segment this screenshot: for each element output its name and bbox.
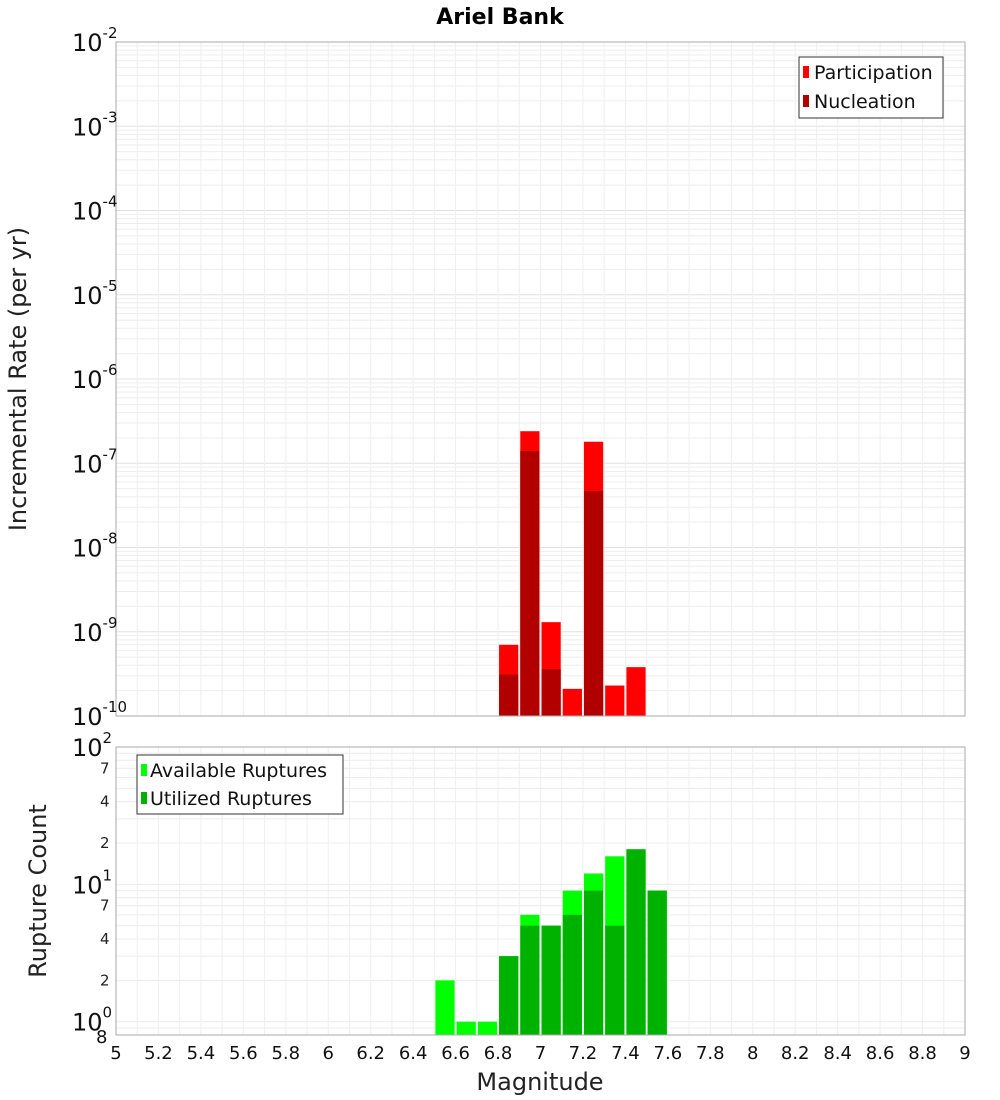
top-y-tick-label: 10-9 (72, 614, 118, 647)
bottom-y-tick-label: 100 (72, 1004, 112, 1037)
participation-bar (605, 685, 625, 716)
chart-title: Ariel Bank (436, 5, 565, 30)
bottom-y-tick-label: 4 (100, 793, 110, 811)
bottom-legend: Available Ruptures Utilized Ruptures (136, 754, 344, 815)
bottom-plot-border (115, 746, 966, 1036)
x-tick-label: 5.6 (229, 1043, 258, 1064)
x-axis-label: Magnitude (476, 1068, 603, 1096)
x-tick-label: 7 (535, 1043, 546, 1064)
x-tick-label: 6 (323, 1043, 334, 1064)
top-legend: Participation Nucleation (798, 56, 944, 119)
nucleation-bar (583, 490, 604, 716)
x-tick-label: 5.4 (187, 1043, 216, 1064)
x-tick-label: 8 (747, 1043, 758, 1064)
x-tick-label: 6.2 (356, 1043, 385, 1064)
x-tick-label: 8.2 (781, 1043, 810, 1064)
utilized-ruptures-bar (626, 849, 646, 1035)
x-tick-label: 5.2 (144, 1043, 173, 1064)
bottom-y-tick-label: 4 (100, 930, 110, 948)
available-ruptures-bar (477, 1021, 498, 1035)
legend-swatch-utilized (141, 792, 147, 804)
x-tick-label: 9 (959, 1043, 970, 1064)
bottom-y-tick-label: 101 (72, 866, 112, 899)
x-tick-label: 6.8 (484, 1043, 513, 1064)
top-panel: 10-2 10-3 10-4 10-5 10-6 10-7 10-8 10-9 10-10 In… (4, 24, 966, 731)
available-ruptures-bar (456, 1021, 476, 1035)
utilized-ruptures-bar (562, 914, 582, 1035)
available-ruptures-bar (435, 980, 455, 1035)
bottom-y-tick-label: 2 (100, 834, 110, 852)
bottom-y-tick-label: 7 (100, 759, 110, 777)
top-y-tick-label: 10-3 (72, 108, 118, 141)
utilized-ruptures-bar (647, 890, 667, 1035)
top-y-tick-label: 10-6 (72, 361, 118, 394)
legend-swatch-nucleation (803, 95, 809, 107)
nucleation-bar (541, 669, 561, 716)
utilized-ruptures-bar (541, 925, 561, 1035)
utilized-ruptures-bar (583, 890, 604, 1035)
nucleation-bar (520, 450, 540, 716)
x-tick-label: 7.8 (696, 1043, 725, 1064)
x-tick-label: 7.4 (611, 1043, 640, 1064)
x-tick-label: 8.4 (823, 1043, 852, 1064)
top-y-tick-label: 10-4 (72, 193, 118, 226)
legend-swatch-available (141, 764, 147, 776)
x-tick-label: 5.8 (271, 1043, 300, 1064)
top-y-tick-label: 10-10 (72, 698, 127, 731)
legend-swatch-participation (803, 66, 809, 78)
top-y-tick-labels: 10-2 10-3 10-4 10-5 10-6 10-7 10-8 10-9 10-10 (72, 24, 127, 731)
bottom-y-tick-label: 8 (96, 1027, 107, 1048)
x-tick-label: 8.6 (866, 1043, 895, 1064)
legend-label-participation: Participation (814, 62, 933, 84)
bottom-y-tick-label: 7 (100, 897, 110, 915)
top-gridlines (115, 42, 966, 717)
x-tick-label: 6.6 (441, 1043, 470, 1064)
bottom-y-axis-label: Rupture Count (24, 804, 52, 978)
x-tick-label: 6.4 (399, 1043, 428, 1064)
utilized-ruptures-bar (520, 925, 540, 1035)
nucleation-bar (499, 674, 519, 716)
x-tick-label: 7.2 (569, 1043, 598, 1064)
top-plot-border (115, 41, 966, 717)
top-y-tick-label: 10-7 (72, 445, 118, 478)
bottom-gridlines (115, 746, 966, 1036)
participation-bar (562, 688, 582, 716)
top-y-axis-label: Incremental Rate (per yr) (4, 227, 32, 531)
legend-label-available: Available Ruptures (150, 760, 327, 782)
participation-bar (626, 667, 646, 716)
legend-label-nucleation: Nucleation (814, 91, 916, 113)
bottom-legend-box (136, 754, 344, 815)
bottom-y-tick-label: 102 (72, 729, 112, 762)
bottom-y-tick-label: 2 (100, 971, 110, 989)
legend-label-utilized: Utilized Ruptures (150, 788, 312, 810)
bottom-bars (435, 849, 667, 1035)
x-tick-label: 8.8 (908, 1043, 937, 1064)
top-y-tick-label: 10-2 (72, 24, 118, 57)
utilized-ruptures-bar (499, 956, 519, 1035)
x-tick-labels: 5 5.2 5.4 5.6 5.8 6 6.2 6.4 6.6 6.8 7 7.2 7.4 7.6 7.8 8… (110, 1043, 970, 1064)
utilized-ruptures-bar (605, 925, 625, 1035)
top-bars (499, 431, 646, 716)
top-y-tick-label: 10-8 (72, 530, 118, 563)
top-legend-box (798, 56, 944, 119)
x-tick-label: 5 (110, 1043, 121, 1064)
x-tick-label: 7.6 (654, 1043, 683, 1064)
top-y-tick-label: 10-5 (72, 277, 118, 310)
